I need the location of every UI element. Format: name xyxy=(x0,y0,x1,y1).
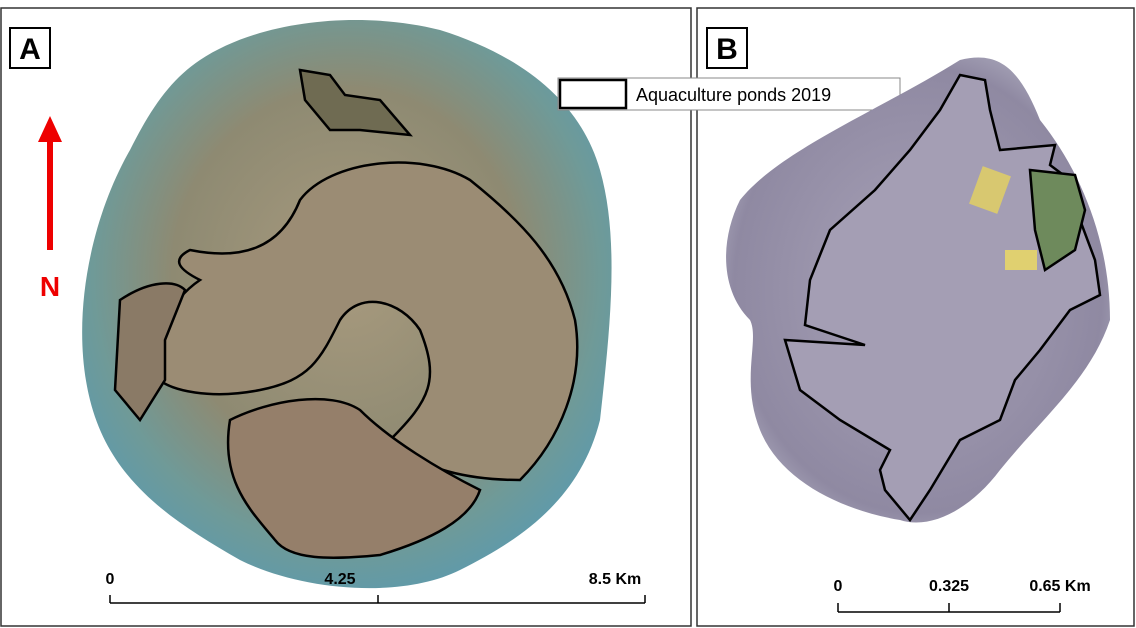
pond-outline xyxy=(226,397,482,559)
legend-label: Aquaculture ponds 2019 xyxy=(636,85,831,105)
scale-label: 0.325 xyxy=(929,578,969,595)
panel-label: A xyxy=(19,33,41,66)
pond-outline xyxy=(113,282,187,423)
scale-label: 8.5 Km xyxy=(589,571,641,588)
pond-outline xyxy=(1028,168,1087,273)
pond-outline xyxy=(298,68,413,137)
legend-swatch xyxy=(558,78,628,110)
pond-outline xyxy=(783,73,1102,523)
panel-label-box xyxy=(706,27,748,69)
panel-label: B xyxy=(716,33,738,66)
north-label: N xyxy=(40,271,60,302)
scale-label: 0 xyxy=(834,578,843,595)
pond-outline xyxy=(156,161,579,482)
panel-label-box xyxy=(9,27,51,69)
scale-label: 0 xyxy=(106,571,115,588)
scale-label: 0.65 Km xyxy=(1029,578,1090,595)
scale-label: 4.25 xyxy=(324,571,355,588)
pond-patch xyxy=(1005,250,1037,270)
north-arrow-head xyxy=(38,116,62,142)
pond-patch xyxy=(969,166,1011,214)
